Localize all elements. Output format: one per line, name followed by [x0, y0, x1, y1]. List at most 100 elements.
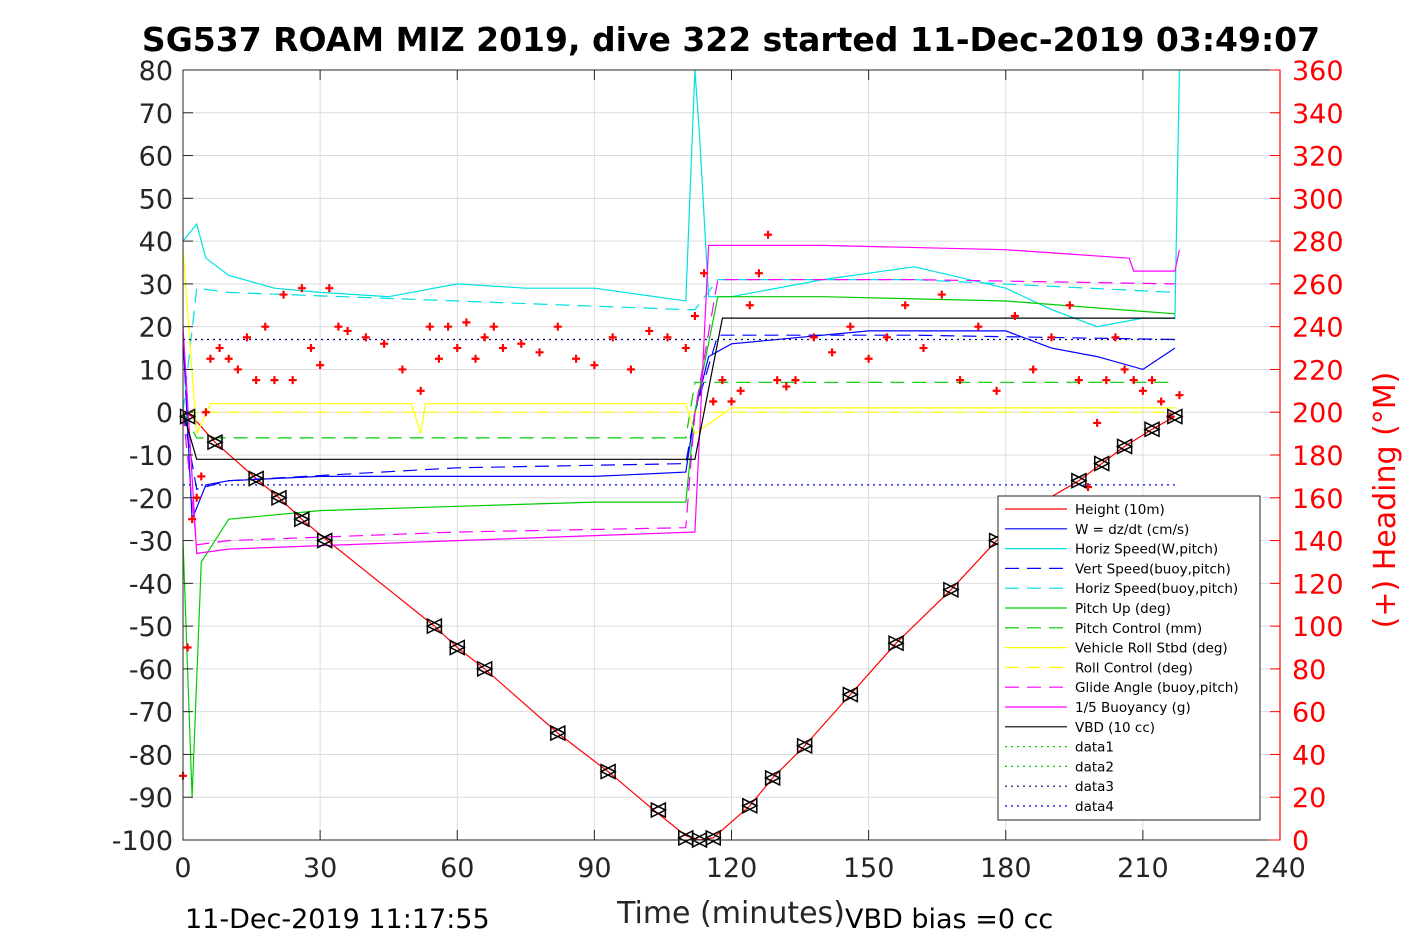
heading-point	[261, 322, 270, 331]
heading-point	[681, 344, 690, 353]
heading-point	[828, 348, 837, 357]
x-axis-label: Time (minutes)	[616, 896, 845, 931]
heading-point	[1111, 333, 1120, 342]
heading-point	[1129, 376, 1138, 385]
axes: 0 30 60 90 120 150 180 210 24080706050403020100-…	[112, 56, 1344, 884]
heading-point	[498, 344, 507, 353]
series-line-1-5-buoyancy-g	[182, 244, 1180, 555]
heading-point	[572, 354, 581, 363]
x-tick-label: 60	[440, 853, 474, 884]
y-tick-label: 30	[139, 270, 173, 301]
legend-label: Glide Angle (buoy,pitch)	[1075, 680, 1239, 696]
waypoint-left-triangle	[887, 635, 904, 652]
right-y-tick-label: 80	[1292, 655, 1326, 686]
legend-label: Horiz Speed(W,pitch)	[1075, 542, 1218, 558]
heading-point	[233, 365, 242, 374]
waypoint-left-triangle	[475, 660, 493, 678]
legend-label: Horiz Speed(buoy,pitch)	[1075, 581, 1238, 597]
legend-label: data4	[1075, 799, 1114, 815]
waypoint-left-triangle	[206, 433, 223, 451]
waypoint-left-triangle	[741, 797, 758, 814]
heading-point	[471, 354, 480, 363]
x-tick-label: 180	[980, 853, 1032, 884]
y-tick-label: -20	[129, 484, 173, 515]
x-tick-label: 90	[577, 853, 611, 884]
right-y-tick-label: 260	[1292, 270, 1344, 301]
right-y-tick-label: 200	[1292, 398, 1344, 429]
x-tick-label: 30	[303, 853, 337, 884]
heading-point	[306, 344, 315, 353]
y-tick-label: 40	[139, 227, 173, 258]
heading-point	[325, 284, 334, 293]
heading-point	[727, 397, 736, 406]
heading-point	[183, 643, 192, 652]
right-y-tick-label: 0	[1292, 826, 1309, 857]
heading-point	[206, 354, 215, 363]
heading-point	[398, 365, 407, 374]
heading-point	[1047, 333, 1056, 342]
waypoint-left-triangle	[599, 763, 616, 780]
heading-point	[1102, 376, 1111, 385]
waypoint-left-triangle	[270, 489, 287, 506]
heading-point	[270, 376, 279, 385]
heading-point	[1010, 311, 1019, 320]
heading-point	[754, 269, 763, 278]
y-tick-label: -80	[129, 740, 173, 771]
heading-point	[974, 322, 983, 331]
x-tick-label: 0	[174, 853, 191, 884]
heading-point	[1065, 301, 1074, 310]
heading-point	[709, 397, 718, 406]
waypoint-left-triangle	[704, 829, 721, 847]
footer-timestamp: 11-Dec-2019 11:17:55	[185, 904, 490, 935]
series-line-pitch-up-deg	[182, 296, 1175, 798]
heading-point	[1120, 365, 1129, 374]
right-y-tick-label: 60	[1292, 698, 1326, 729]
x-tick-label: 150	[843, 853, 895, 884]
heading-point	[992, 386, 1001, 395]
heading-point	[444, 322, 453, 331]
right-y-tick-label: 180	[1292, 441, 1344, 472]
legend-label: W = dz/dt (cm/s)	[1075, 522, 1189, 538]
legend-label: Height (10m)	[1075, 502, 1165, 518]
heading-point	[1074, 376, 1083, 385]
footer-vbd-bias: VBD bias =0 cc	[845, 904, 1053, 935]
y-tick-label: -60	[129, 655, 173, 686]
heading-point	[197, 472, 206, 481]
heading-point	[517, 339, 526, 348]
waypoint-left-triangle	[649, 801, 667, 819]
heading-point	[700, 269, 709, 278]
heading-point	[901, 301, 910, 310]
series-line-vbd-10-cc	[182, 317, 1175, 460]
heading-point	[192, 493, 201, 502]
heading-point	[416, 386, 425, 395]
heading-point	[1175, 391, 1184, 400]
y-tick-label: 10	[139, 355, 173, 386]
heading-point	[1138, 386, 1147, 395]
heading-point	[334, 322, 343, 331]
waypoint-left-triangle	[1143, 421, 1160, 438]
right-y-tick-label: 360	[1292, 56, 1344, 87]
heading-point	[1157, 397, 1166, 406]
legend-label: Vert Speed(buoy,pitch)	[1075, 561, 1231, 577]
waypoint-left-triangle	[795, 737, 813, 755]
y-tick-label: 80	[139, 56, 173, 87]
heading-point	[608, 333, 617, 342]
heading-point	[434, 354, 443, 363]
chart-title: SG537 ROAM MIZ 2019, dive 322 started 11…	[142, 20, 1320, 59]
y-tick-label: -70	[129, 698, 173, 729]
legend-label: Vehicle Roll Stbd (deg)	[1075, 641, 1228, 657]
y-tick-label: -10	[129, 441, 173, 472]
legend-label: data3	[1075, 779, 1114, 795]
waypoint-left-triangle	[1166, 408, 1183, 425]
right-y-tick-label: 320	[1292, 142, 1344, 173]
x-tick-label: 240	[1254, 853, 1306, 884]
heading-point	[252, 376, 261, 385]
heading-point	[764, 230, 773, 239]
heading-point	[535, 348, 544, 357]
heading-point	[489, 322, 498, 331]
heading-point	[380, 339, 389, 348]
heading-point	[590, 361, 599, 370]
y-tick-label: -40	[129, 569, 173, 600]
right-y-tick-label: 300	[1292, 184, 1344, 215]
